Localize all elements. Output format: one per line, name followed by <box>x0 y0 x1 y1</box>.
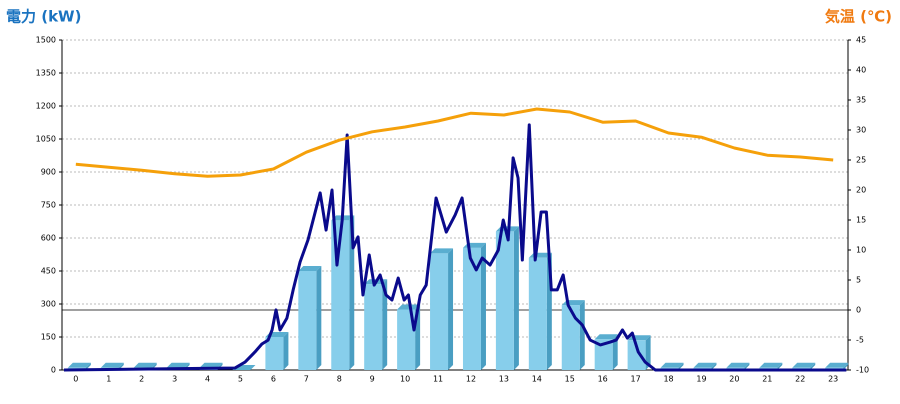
line <box>63 123 847 372</box>
y2-title: 気温 (℃) <box>825 8 892 26</box>
bar <box>265 337 284 370</box>
x-tick-label: 1 <box>106 375 111 384</box>
bar <box>561 305 580 370</box>
y2-tick-label: -10 <box>856 366 869 375</box>
y-tick-label: 0 <box>51 366 56 375</box>
bar-side <box>513 226 519 370</box>
bar <box>462 247 481 370</box>
x-tick-label: 19 <box>696 375 706 384</box>
x-tick-label: 10 <box>400 375 410 384</box>
y2-tick-label: 15 <box>856 216 866 225</box>
line <box>75 107 834 178</box>
y-tick-label: 750 <box>41 201 56 210</box>
bar-side <box>777 362 783 370</box>
y2-tick-label: 30 <box>856 126 866 135</box>
x-tick-label: 6 <box>271 375 276 384</box>
y2-tick-label: -5 <box>856 336 864 345</box>
bar-side <box>382 279 388 370</box>
x-tick-label: 13 <box>499 375 509 384</box>
bar-side <box>316 266 322 370</box>
bar <box>495 231 514 370</box>
x-tick-label: 22 <box>795 375 805 384</box>
bar-top <box>166 362 190 368</box>
x-tick-label: 14 <box>532 375 542 384</box>
y2-tick-label: 0 <box>856 306 861 315</box>
bar-side <box>85 362 91 370</box>
bar <box>430 253 449 370</box>
bar <box>627 340 646 370</box>
bar <box>528 257 547 370</box>
x-tick-label: 7 <box>304 375 309 384</box>
y-tick-label: 1050 <box>36 135 56 144</box>
x-tick-label: 21 <box>762 375 772 384</box>
bar <box>364 284 383 370</box>
x-tick-label: 15 <box>565 375 575 384</box>
bar-side <box>579 300 585 370</box>
bar-side <box>843 362 849 370</box>
bar-side <box>612 334 618 370</box>
x-tick-label: 12 <box>466 375 476 384</box>
x-tick-label: 18 <box>663 375 673 384</box>
bar-top <box>298 266 322 271</box>
y2-tick-label: 40 <box>856 66 866 75</box>
bar-side <box>283 332 289 370</box>
x-tick-label: 0 <box>73 375 78 384</box>
y2-tick-label: 10 <box>856 246 866 255</box>
x-tick-label: 2 <box>139 375 144 384</box>
bar-top <box>594 334 618 340</box>
bar-top <box>199 362 223 368</box>
x-tick-label: 4 <box>205 375 210 384</box>
y-tick-label: 1500 <box>36 36 56 45</box>
bar-top <box>726 362 750 368</box>
bar-side <box>678 362 684 370</box>
bar-side <box>711 362 717 370</box>
bar-side <box>810 362 816 370</box>
y-tick-label: 600 <box>41 234 56 243</box>
y2-tick-label: 35 <box>856 96 866 105</box>
y-tick-label: 150 <box>41 333 56 342</box>
bar-top <box>660 362 684 368</box>
x-tick-label: 20 <box>729 375 739 384</box>
bar-top <box>430 248 454 254</box>
x-tick-label: 5 <box>238 375 243 384</box>
y-tick-label: 300 <box>41 300 56 309</box>
bar <box>594 339 613 370</box>
bar-top <box>759 362 783 368</box>
y2-tick-label: 45 <box>856 36 866 45</box>
bar-top <box>67 362 91 368</box>
y2-tick-label: 25 <box>856 156 866 165</box>
bar <box>397 309 416 370</box>
bar-top <box>397 304 421 310</box>
x-tick-label: 11 <box>433 375 443 384</box>
bar-side <box>480 242 486 370</box>
bar-top <box>693 362 717 368</box>
y-tick-label: 450 <box>41 267 56 276</box>
x-tick-label: 9 <box>370 375 375 384</box>
bar-top <box>792 362 816 368</box>
x-tick-label: 8 <box>337 375 342 384</box>
y-tick-label: 1200 <box>36 102 56 111</box>
y-tick-label: 900 <box>41 168 56 177</box>
bar-side <box>744 362 750 370</box>
y2-tick-label: 5 <box>856 276 861 285</box>
bar-side <box>349 215 355 370</box>
y2-tick-label: 20 <box>856 186 866 195</box>
bar-top <box>133 362 157 368</box>
x-tick-label: 17 <box>631 375 641 384</box>
bar-top <box>825 362 849 368</box>
x-tick-label: 16 <box>598 375 608 384</box>
x-tick-label: 23 <box>828 375 838 384</box>
x-tick-label: 3 <box>172 375 177 384</box>
bar-side <box>645 335 651 370</box>
bar <box>298 271 317 370</box>
bar-top <box>100 362 124 368</box>
y-title: 電力 (kW) <box>6 8 81 26</box>
bar-side <box>448 248 454 370</box>
y-tick-label: 1350 <box>36 69 56 78</box>
